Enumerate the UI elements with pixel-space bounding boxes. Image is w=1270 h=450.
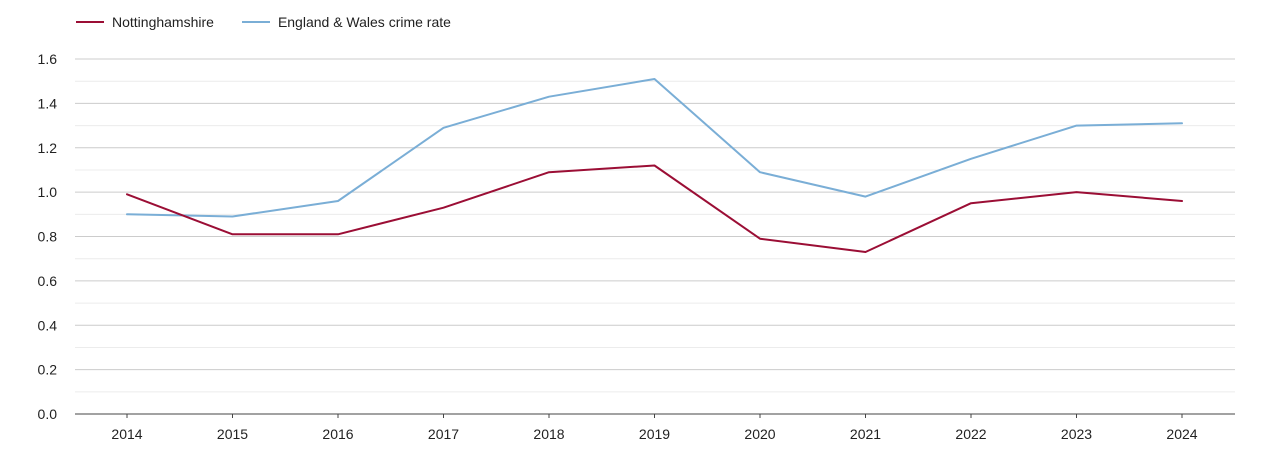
- series-line-0[interactable]: [126, 164, 1183, 253]
- x-tick-label: 2018: [533, 426, 564, 442]
- x-tick-label: 2014: [111, 426, 142, 442]
- data-point[interactable]: [863, 249, 869, 255]
- legend-item-nottinghamshire[interactable]: Nottinghamshire: [76, 14, 214, 30]
- y-tick-label: 1.4: [38, 95, 58, 111]
- x-axis: 2014 2015 2016 2017 2018 2019 2020 2021 2022 2023…: [111, 414, 1198, 442]
- y-tick-label: 1.6: [38, 51, 58, 67]
- y-tick-label: 0.2: [38, 362, 58, 378]
- data-point[interactable]: [968, 156, 974, 162]
- data-point[interactable]: [230, 231, 236, 237]
- data-point[interactable]: [124, 211, 130, 217]
- data-point[interactable]: [546, 94, 552, 100]
- x-tick-label: 2020: [744, 426, 775, 442]
- x-tick-label: 2016: [322, 426, 353, 442]
- grid-layer: [75, 58, 1235, 415]
- y-tick-label: 1.2: [38, 140, 58, 156]
- data-point[interactable]: [652, 163, 658, 169]
- data-point[interactable]: [863, 194, 869, 200]
- data-point[interactable]: [230, 214, 236, 220]
- data-point[interactable]: [335, 231, 341, 237]
- data-point[interactable]: [757, 169, 763, 175]
- legend-label-nottinghamshire: Nottinghamshire: [112, 14, 214, 30]
- legend-item-england-wales[interactable]: England & Wales crime rate: [241, 14, 451, 30]
- x-tick-label: 2021: [850, 426, 881, 442]
- y-tick-label: 0.6: [38, 273, 58, 289]
- legend-swatch-nottinghamshire: [76, 21, 104, 23]
- series-line-1[interactable]: [126, 78, 1183, 218]
- data-point[interactable]: [1179, 120, 1185, 126]
- data-point[interactable]: [1074, 123, 1080, 129]
- data-point[interactable]: [1074, 189, 1080, 195]
- data-point[interactable]: [441, 205, 447, 211]
- data-point[interactable]: [124, 191, 130, 197]
- data-point[interactable]: [757, 236, 763, 242]
- data-point[interactable]: [652, 76, 658, 82]
- x-tick-label: 2015: [217, 426, 248, 442]
- y-tick-label: 0.4: [38, 317, 58, 333]
- x-tick-label: 2017: [428, 426, 459, 442]
- legend-swatch-england-wales: [241, 21, 270, 23]
- data-point[interactable]: [441, 125, 447, 131]
- data-point[interactable]: [335, 198, 341, 204]
- x-tick-label: 2022: [955, 426, 986, 442]
- x-tick-label: 2024: [1166, 426, 1197, 442]
- x-tick-label: 2023: [1061, 426, 1092, 442]
- legend-label-england-wales: England & Wales crime rate: [277, 14, 451, 30]
- legend: Nottinghamshire England & Wales crime ra…: [76, 14, 479, 30]
- series-layer: [124, 76, 1185, 255]
- data-point[interactable]: [968, 200, 974, 206]
- data-point[interactable]: [546, 169, 552, 175]
- data-point[interactable]: [1179, 198, 1185, 204]
- y-tick-label: 0.0: [38, 406, 58, 422]
- y-tick-label: 0.8: [38, 229, 58, 245]
- y-tick-label: 1.0: [38, 184, 58, 200]
- y-axis: 0.0 0.2 0.4 0.6 0.8 1.0 1.2 1.4 1.6: [38, 51, 58, 422]
- x-tick-label: 2019: [639, 426, 670, 442]
